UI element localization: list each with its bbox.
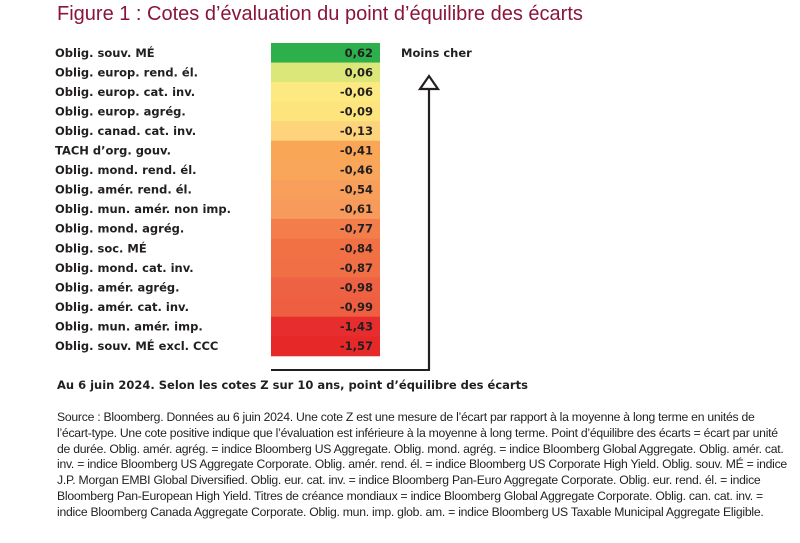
value-label: -0,46 <box>340 163 373 177</box>
value-cell <box>271 297 380 318</box>
row-label: Oblig. souv. MÉ <box>55 45 155 60</box>
row-label: Oblig. soc. MÉ <box>55 240 147 255</box>
row-label: Oblig. europ. rend. él. <box>55 65 198 79</box>
value-cell <box>271 101 380 122</box>
arrow-head-icon <box>417 74 441 91</box>
value-label: -1,43 <box>340 319 373 333</box>
value-labels: 0,62 0,06 -0,06 -0,09 -0,13 -0,41 -0,46 -0,54 -0… <box>340 46 373 353</box>
row-label: Oblig. amér. cat. inv. <box>55 300 189 314</box>
value-label: -0,06 <box>340 85 373 99</box>
value-label: -0,41 <box>340 144 373 158</box>
row-label: Oblig. mun. amér. non imp. <box>55 202 231 216</box>
value-label: -0,87 <box>340 261 373 275</box>
value-cell <box>271 179 380 200</box>
row-label: Oblig. mond. cat. inv. <box>55 261 194 275</box>
value-label: -0,13 <box>340 124 373 138</box>
value-label: -0,54 <box>340 183 373 197</box>
value-label: -0,84 <box>340 241 373 255</box>
row-label: Oblig. mond. rend. él. <box>55 163 197 177</box>
value-cell <box>271 160 380 181</box>
row-label: Oblig. europ. cat. inv. <box>55 85 195 99</box>
row-label: Oblig. amér. rend. él. <box>55 183 192 197</box>
value-label: 0,62 <box>345 46 373 60</box>
value-cell <box>271 82 380 103</box>
value-label: -0,61 <box>340 202 373 216</box>
row-labels: Oblig. souv. MÉ Oblig. europ. rend. él. Ob… <box>55 45 231 353</box>
value-cell <box>271 258 380 279</box>
row-label: Oblig. mond. agrég. <box>55 222 184 236</box>
valuation-chart: Oblig. souv. MÉ Oblig. europ. rend. él. Ob… <box>55 43 472 371</box>
value-label: -0,77 <box>340 222 373 236</box>
row-label: Oblig. europ. agrég. <box>55 104 186 118</box>
value-cell <box>271 336 380 357</box>
value-cell <box>271 277 380 298</box>
row-label: Oblig. amér. agrég. <box>55 280 180 294</box>
value-label: 0,06 <box>345 65 373 79</box>
row-label: TACH d’org. gouv. <box>55 144 171 158</box>
row-label: Oblig. canad. cat. inv. <box>55 124 196 138</box>
chart-caption: Au 6 juin 2024. Selon les cotes Z sur 10… <box>57 378 528 392</box>
chart-title: Figure 1 : Cotes d’évaluation du point d… <box>57 3 583 25</box>
value-cell <box>271 140 380 161</box>
value-cell <box>271 121 380 142</box>
value-cell <box>271 43 380 64</box>
value-label: -0,09 <box>340 104 373 118</box>
value-cell <box>271 218 380 239</box>
value-cells <box>271 43 380 357</box>
value-cell <box>271 199 380 220</box>
value-label: -0,99 <box>340 300 373 314</box>
row-label: Oblig. souv. MÉ excl. CCC <box>55 338 218 353</box>
value-cell <box>271 316 380 337</box>
arrow-label: Moins cher <box>401 46 472 60</box>
source-note: Source : Bloomberg. Données au 6 juin 20… <box>57 410 787 519</box>
cheaper-arrow: Moins cher <box>271 46 472 371</box>
value-cell <box>271 62 380 83</box>
row-label: Oblig. mun. amér. imp. <box>55 319 203 333</box>
value-cell <box>271 238 380 259</box>
value-label: -0,98 <box>340 280 373 294</box>
value-label: -1,57 <box>340 339 373 353</box>
